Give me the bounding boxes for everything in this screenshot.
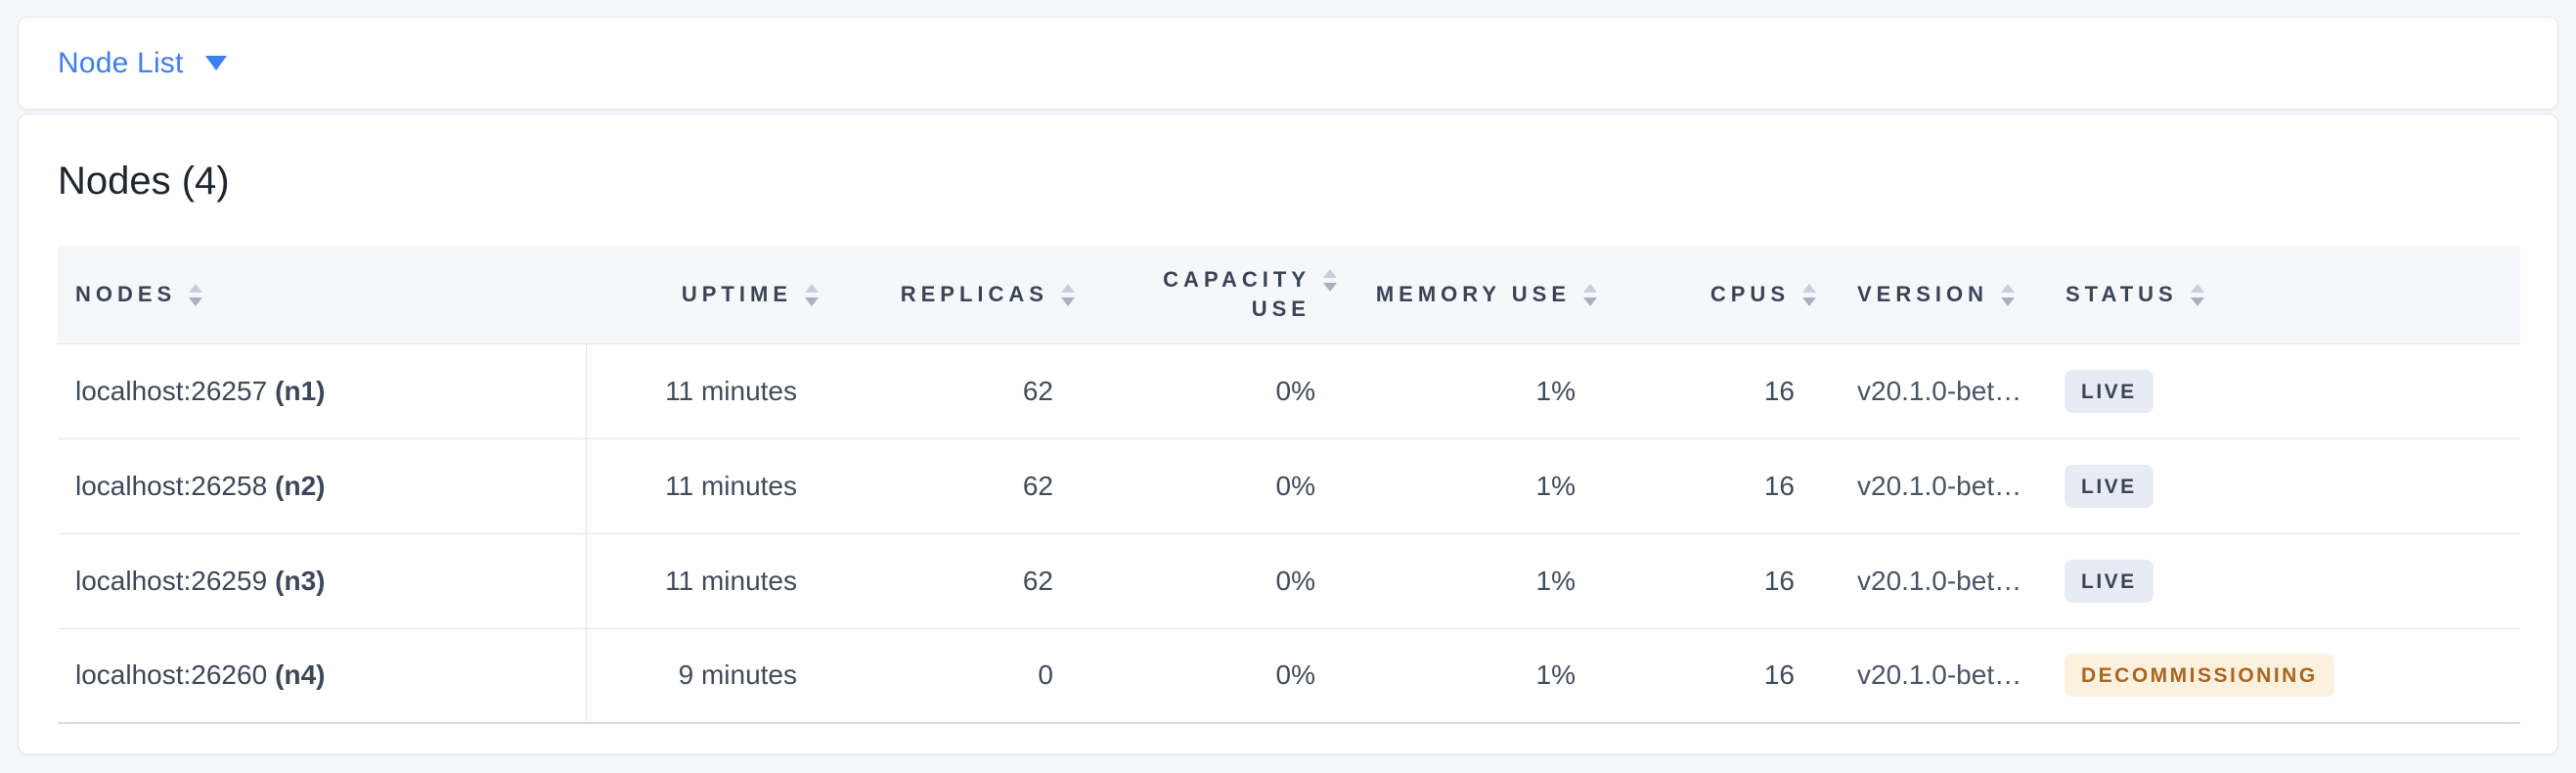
- cell-replicas: 62: [830, 437, 1087, 533]
- caret-down-icon: [204, 56, 227, 70]
- cell-capacity-use: 0%: [1087, 437, 1349, 533]
- sort-up-icon: [2001, 283, 2016, 293]
- page: Node List Nodes (4) NODES UPTIME RE: [18, 17, 2558, 754]
- column-header-label: STATUS: [2065, 281, 2178, 306]
- sort-icon: [1802, 283, 1816, 306]
- node-id: (n1): [275, 375, 326, 406]
- column-header-label: MEMORY USE: [1375, 281, 1571, 306]
- cell-nodes: localhost:26258 (n2): [58, 437, 587, 533]
- status-badge: LIVE: [2065, 559, 2154, 603]
- sort-down-icon: [189, 296, 203, 306]
- sort-icon: [2001, 283, 2016, 306]
- cell-uptime: 11 minutes: [586, 437, 830, 533]
- column-header-capacity_use[interactable]: CAPACITY USE: [1087, 246, 1349, 344]
- node-address: localhost:26259: [75, 565, 268, 596]
- table-row[interactable]: localhost:26259 (n3) 11 minutes 62 0% 1% …: [58, 532, 2520, 628]
- cell-version: v20.1.0-bet…: [1828, 627, 2036, 724]
- cell-memory-use: 1%: [1349, 437, 1609, 533]
- sort-icon: [805, 283, 819, 306]
- sort-up-icon: [1323, 268, 1337, 278]
- cell-capacity-use: 0%: [1087, 627, 1349, 724]
- sort-icon: [189, 283, 203, 306]
- cell-cpus: 16: [1609, 437, 1828, 533]
- column-header-nodes[interactable]: NODES: [58, 246, 586, 344]
- cell-cpus: 16: [1609, 343, 1828, 438]
- table-row[interactable]: localhost:26258 (n2) 11 minutes 62 0% 1% …: [58, 437, 2520, 533]
- cell-status: LIVE: [2036, 437, 2520, 533]
- node-address: localhost:26257: [75, 375, 268, 406]
- status-badge: LIVE: [2065, 464, 2154, 508]
- column-header-version[interactable]: VERSION: [1828, 246, 2036, 344]
- column-header-cpus[interactable]: CPUS: [1609, 246, 1828, 344]
- cell-capacity-use: 0%: [1087, 532, 1349, 628]
- cell-replicas: 0: [830, 627, 1087, 724]
- table-head: NODES UPTIME REPLICAS CAPACITY USE: [58, 246, 2520, 344]
- node-id: (n4): [275, 659, 326, 691]
- sort-icon: [1583, 283, 1597, 306]
- cell-memory-use: 1%: [1349, 343, 1609, 438]
- column-header-label: REPLICAS: [900, 281, 1048, 306]
- cell-version: v20.1.0-bet…: [1828, 532, 2036, 628]
- sort-down-icon: [805, 296, 819, 306]
- sort-icon: [1323, 268, 1337, 292]
- view-selector-card: Node List: [18, 17, 2558, 110]
- cell-uptime: 11 minutes: [586, 343, 830, 438]
- column-header-replicas[interactable]: REPLICAS: [830, 246, 1087, 344]
- table-body: localhost:26257 (n1) 11 minutes 62 0% 1% …: [58, 343, 2520, 724]
- cell-status: LIVE: [2036, 532, 2520, 628]
- sort-up-icon: [1061, 283, 1075, 293]
- column-header-memory_use[interactable]: MEMORY USE: [1349, 246, 1609, 344]
- node-address: localhost:26258: [75, 470, 268, 501]
- cell-nodes: localhost:26259 (n3): [58, 532, 587, 628]
- cell-cpus: 16: [1609, 532, 1828, 628]
- cell-memory-use: 1%: [1349, 532, 1609, 628]
- sort-up-icon: [1583, 283, 1597, 293]
- sort-up-icon: [2190, 283, 2204, 293]
- nodes-table: NODES UPTIME REPLICAS CAPACITY USE: [58, 246, 2520, 724]
- cell-nodes: localhost:26260 (n4): [58, 627, 587, 724]
- cell-status: LIVE: [2036, 343, 2520, 438]
- status-badge: LIVE: [2065, 369, 2154, 413]
- column-header-label: NODES: [75, 281, 177, 306]
- sort-icon: [2190, 283, 2204, 306]
- cell-version: v20.1.0-bet…: [1828, 343, 2036, 438]
- sort-down-icon: [1802, 296, 1816, 306]
- status-badge: DECOMMISSIONING: [2065, 654, 2334, 698]
- node-id: (n3): [275, 565, 326, 596]
- cell-cpus: 16: [1609, 627, 1828, 724]
- sort-up-icon: [1802, 283, 1816, 293]
- column-header-status[interactable]: STATUS: [2036, 246, 2520, 344]
- sort-down-icon: [2190, 296, 2204, 306]
- table-row[interactable]: localhost:26260 (n4) 9 minutes 0 0% 1% 16…: [58, 627, 2520, 724]
- node-address: localhost:26260: [75, 659, 268, 691]
- cell-uptime: 11 minutes: [586, 532, 830, 628]
- cell-version: v20.1.0-bet…: [1828, 437, 2036, 533]
- sort-up-icon: [189, 283, 203, 293]
- cell-nodes: localhost:26257 (n1): [58, 343, 587, 438]
- cell-replicas: 62: [830, 532, 1087, 628]
- view-selector-dropdown[interactable]: Node List: [58, 47, 227, 80]
- table-row[interactable]: localhost:26257 (n1) 11 minutes 62 0% 1% …: [58, 343, 2520, 438]
- cell-memory-use: 1%: [1349, 627, 1609, 724]
- sort-down-icon: [1583, 296, 1597, 306]
- cell-uptime: 9 minutes: [586, 627, 830, 724]
- node-id: (n2): [275, 470, 326, 501]
- sort-up-icon: [805, 283, 819, 293]
- view-selector-label: Node List: [58, 46, 184, 79]
- cell-status: DECOMMISSIONING: [2036, 627, 2520, 724]
- column-header-label: CAPACITY USE: [1163, 266, 1310, 321]
- column-header-uptime[interactable]: UPTIME: [586, 246, 830, 344]
- column-header-label: UPTIME: [681, 281, 792, 306]
- nodes-card: Nodes (4) NODES UPTIME REPLICAS: [18, 114, 2558, 754]
- sort-down-icon: [1061, 296, 1075, 306]
- sort-down-icon: [2001, 296, 2016, 306]
- page-title: Nodes (4): [58, 159, 230, 203]
- column-header-label: VERSION: [1857, 281, 1989, 306]
- table-header-row: NODES UPTIME REPLICAS CAPACITY USE: [58, 246, 2520, 344]
- cell-capacity-use: 0%: [1087, 343, 1349, 438]
- sort-icon: [1061, 283, 1075, 306]
- cell-replicas: 62: [830, 343, 1087, 438]
- sort-down-icon: [1323, 282, 1337, 292]
- column-header-label: CPUS: [1710, 281, 1790, 306]
